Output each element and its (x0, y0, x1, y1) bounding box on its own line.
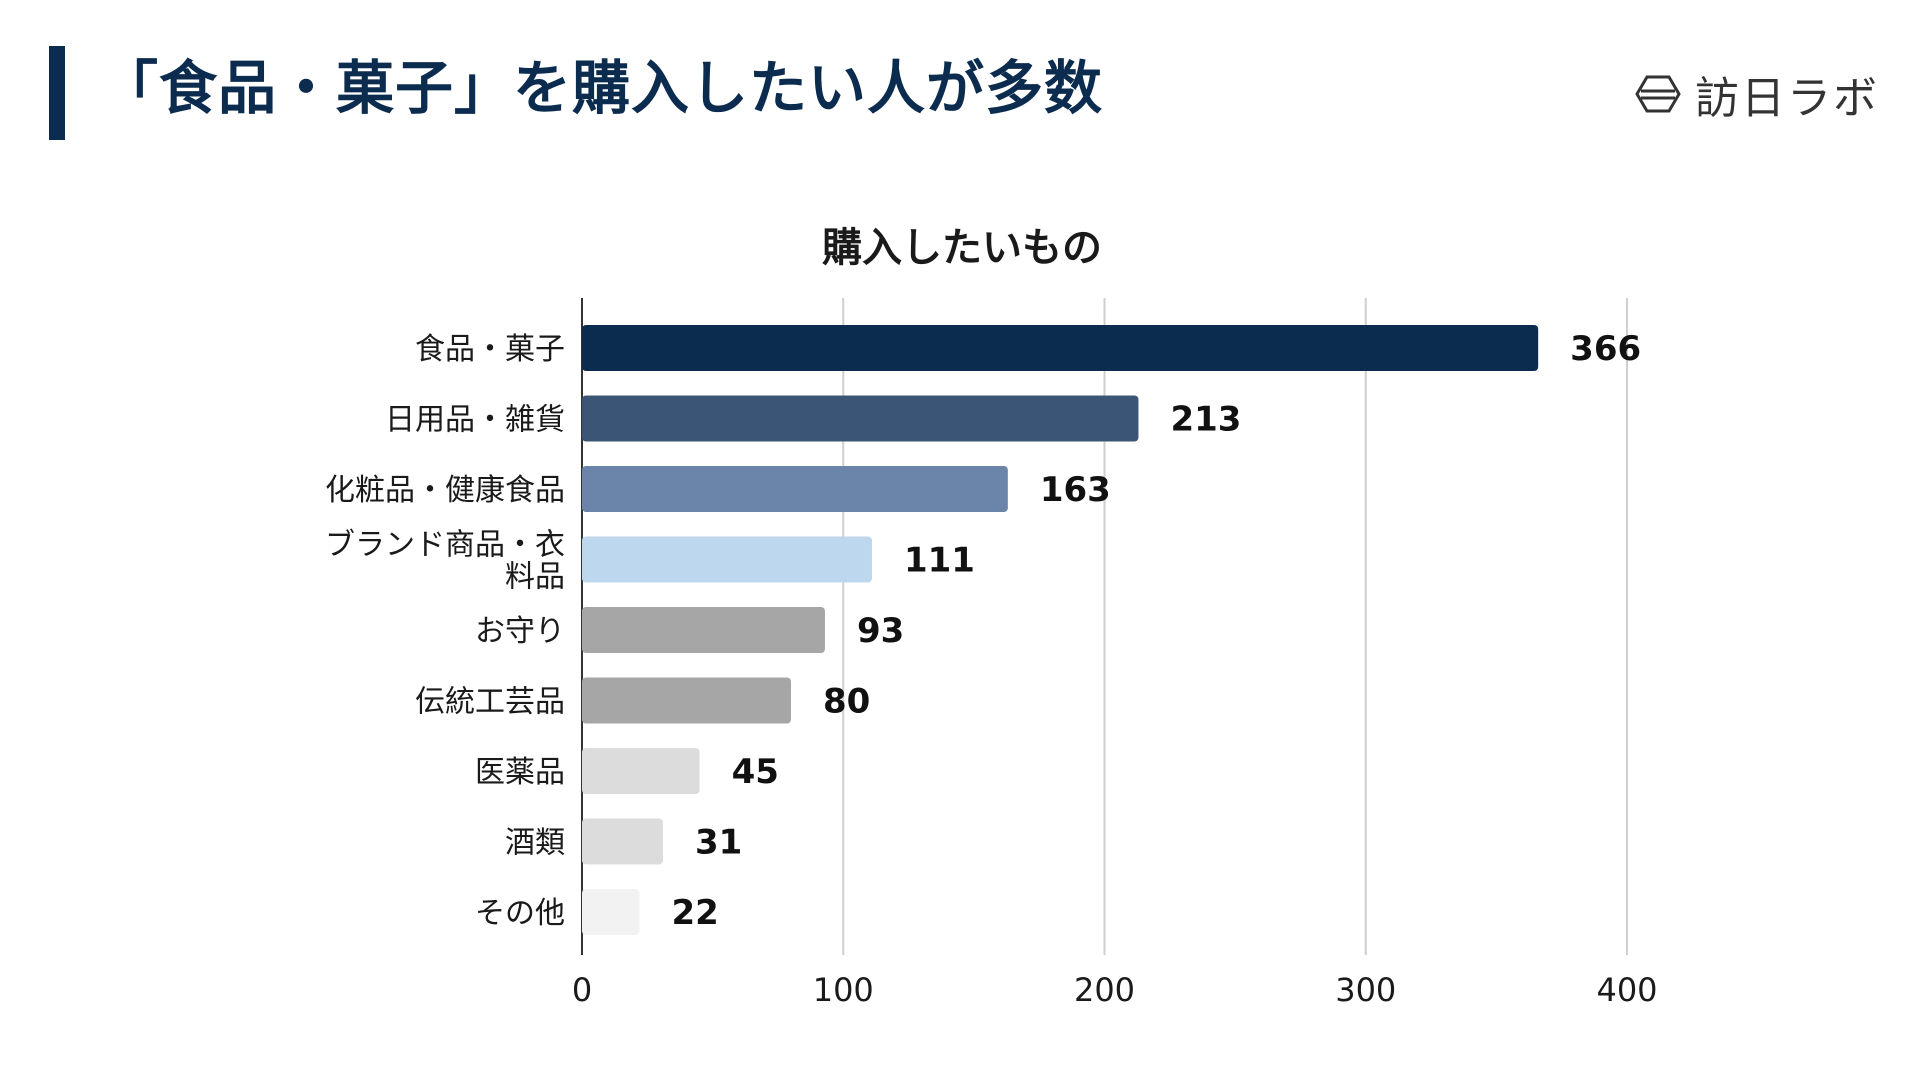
category-label-2: 日用品・雑貨 (385, 403, 565, 438)
hexagon-logo-icon (1635, 75, 1681, 113)
value-label-4: 111 (904, 541, 975, 581)
category-label-1: 食品・菓子 (415, 332, 565, 367)
title-accent-bar (49, 46, 65, 140)
bar-1 (582, 325, 1539, 371)
value-label-3: 163 (1040, 470, 1111, 510)
category-label-4: ブランド商品・衣料品 (325, 528, 565, 595)
chart-category-labels: 食品・菓子日用品・雑貨化粧品・健康食品ブランド商品・衣料品お守り伝統工芸品医薬品… (325, 332, 565, 931)
bar-3 (582, 466, 1008, 512)
value-label-6: 80 (823, 682, 870, 722)
bar-6 (582, 677, 791, 724)
category-label-6: 伝統工芸品 (415, 685, 565, 720)
value-label-7: 45 (732, 752, 779, 792)
value-label-9: 22 (671, 893, 718, 933)
value-label-5: 93 (857, 611, 904, 651)
category-label-9: その他 (475, 896, 565, 931)
value-label-1: 366 (1570, 329, 1641, 369)
bar-8 (582, 818, 663, 865)
x-tick-label-300: 300 (1335, 971, 1396, 1009)
x-tick-label-400: 400 (1596, 971, 1657, 1009)
bar-2 (582, 395, 1139, 442)
page-title: 「食品・菓子」を購入したい人が多数 (100, 54, 1104, 122)
chart-x-ticks: 0 100 200 300 400 (572, 971, 1658, 1009)
category-label-7: 医薬品 (475, 755, 565, 790)
category-label-3: 化粧品・健康食品 (325, 473, 565, 508)
brand-logo: 訪日ラボ (1635, 66, 1879, 124)
bar-5 (582, 607, 825, 653)
x-tick-label-0: 0 (572, 971, 592, 1009)
x-tick-label-200: 200 (1074, 971, 1135, 1009)
category-label-8: 酒類 (505, 826, 565, 861)
chart-bars (582, 325, 1539, 935)
value-label-2: 213 (1170, 400, 1241, 440)
bar-7 (582, 748, 700, 794)
value-label-8: 31 (695, 823, 742, 863)
chart-title: 購入したいもの (822, 225, 1102, 271)
logo-text: 訪日ラボ (1695, 73, 1879, 124)
bar-9 (582, 889, 640, 935)
bar-4 (582, 536, 872, 583)
category-label-5: お守り (475, 614, 565, 649)
x-tick-label-100: 100 (813, 971, 874, 1009)
